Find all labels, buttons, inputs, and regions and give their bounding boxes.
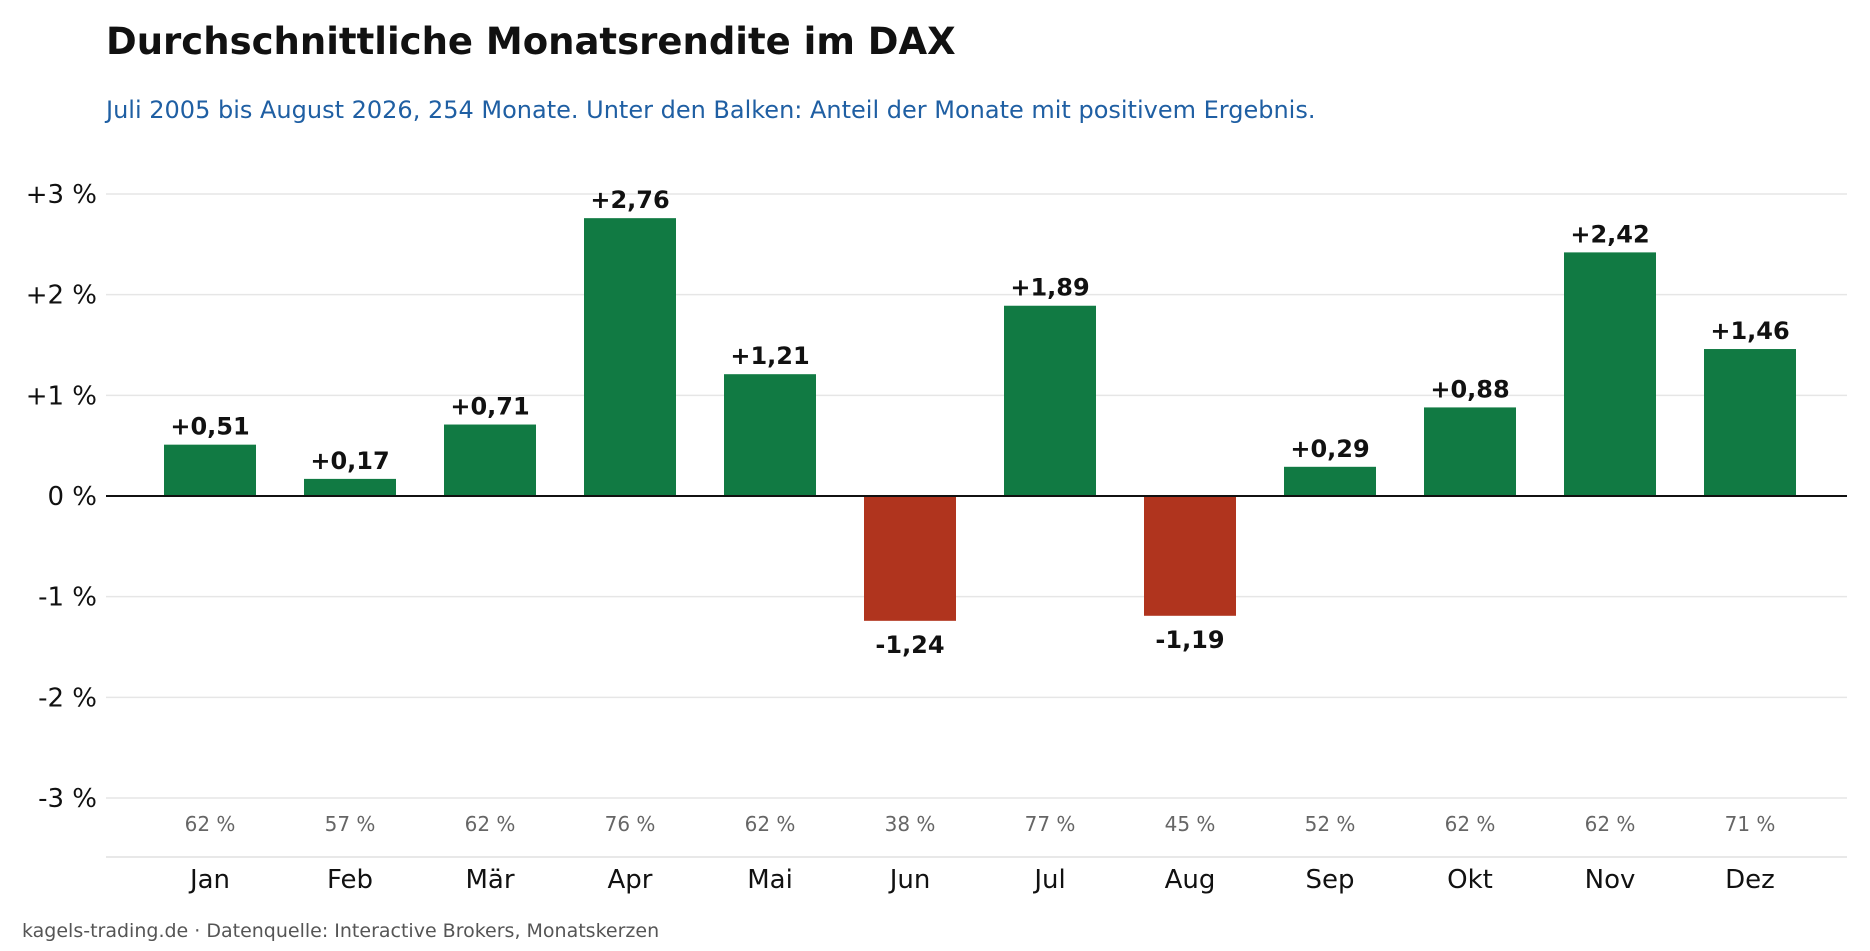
value-label: +0,51 bbox=[170, 413, 249, 441]
value-label: +0,29 bbox=[1290, 435, 1369, 463]
bar-jun bbox=[864, 496, 956, 621]
positive-share-labels: 62 % 57 % 62 % 76 % 62 % 38 % 77 % 45 % 52 % 62 %… bbox=[185, 812, 1776, 836]
y-tick-label: -3 % bbox=[38, 784, 97, 814]
x-tick-label: Jun bbox=[888, 865, 931, 895]
y-tick-label: +3 % bbox=[26, 180, 97, 210]
y-tick-label: -1 % bbox=[38, 583, 97, 613]
bar-dez bbox=[1704, 349, 1796, 496]
bar-nov bbox=[1564, 252, 1656, 496]
value-labels: +0,51 +0,17 +0,71 +2,76 +1,21 -1,24 +1,89 -1,19… bbox=[170, 186, 1789, 659]
positive-share-label: 45 % bbox=[1165, 812, 1216, 836]
value-label: +0,71 bbox=[450, 393, 529, 421]
x-tick-label: Apr bbox=[608, 865, 653, 895]
x-tick-label: Dez bbox=[1725, 865, 1775, 895]
y-tick-label: -2 % bbox=[38, 683, 97, 713]
x-tick-label: Feb bbox=[327, 865, 373, 895]
positive-share-label: 62 % bbox=[1585, 812, 1636, 836]
positive-share-label: 77 % bbox=[1025, 812, 1076, 836]
y-tick-label: 0 % bbox=[47, 482, 97, 512]
bars bbox=[164, 218, 1796, 621]
footer-source: kagels-trading.de · Datenquelle: Interac… bbox=[22, 920, 659, 942]
x-tick-label: Mär bbox=[465, 865, 514, 895]
x-tick-label: Mai bbox=[747, 865, 793, 895]
value-label: +1,21 bbox=[730, 342, 809, 370]
positive-share-label: 38 % bbox=[885, 812, 936, 836]
bar-jul bbox=[1004, 305, 1096, 496]
y-axis-ticks: +3 % +2 % +1 % 0 % -1 % -2 % -3 % bbox=[26, 180, 97, 814]
bar-jan bbox=[164, 444, 256, 496]
x-tick-label: Jan bbox=[188, 865, 230, 895]
gridlines bbox=[106, 193, 1847, 799]
value-label: +0,88 bbox=[1430, 375, 1509, 403]
value-label: +1,89 bbox=[1010, 274, 1089, 302]
positive-share-label: 52 % bbox=[1305, 812, 1356, 836]
positive-share-label: 62 % bbox=[185, 812, 236, 836]
positive-share-label: 71 % bbox=[1725, 812, 1776, 836]
positive-share-label: 62 % bbox=[745, 812, 796, 836]
positive-share-label: 57 % bbox=[325, 812, 376, 836]
x-tick-label: Jul bbox=[1032, 865, 1065, 895]
bar-mai bbox=[724, 374, 816, 496]
x-tick-label: Nov bbox=[1585, 865, 1636, 895]
x-tick-label: Aug bbox=[1165, 865, 1216, 895]
bar-mär bbox=[444, 424, 536, 496]
chart-title: Durchschnittliche Monatsrendite im DAX bbox=[106, 20, 956, 63]
bar-aug bbox=[1144, 496, 1236, 616]
x-tick-label: Okt bbox=[1447, 865, 1493, 895]
positive-share-label: 62 % bbox=[465, 812, 516, 836]
value-label: +2,76 bbox=[590, 186, 669, 214]
x-tick-label: Sep bbox=[1305, 865, 1354, 895]
y-tick-label: +2 % bbox=[26, 281, 97, 311]
x-axis-ticks: Jan Feb Mär Apr Mai Jun Jul Aug Sep Okt Nov Dez bbox=[188, 865, 1775, 895]
value-label: -1,24 bbox=[875, 631, 944, 659]
value-label: +0,17 bbox=[310, 447, 389, 475]
bar-okt bbox=[1424, 407, 1516, 496]
positive-share-label: 76 % bbox=[605, 812, 656, 836]
positive-share-label: 62 % bbox=[1445, 812, 1496, 836]
value-label: -1,19 bbox=[1155, 626, 1224, 654]
bar-sep bbox=[1284, 466, 1376, 496]
y-tick-label: +1 % bbox=[26, 381, 97, 411]
value-label: +1,46 bbox=[1710, 317, 1789, 345]
bar-feb bbox=[304, 478, 396, 496]
chart-subtitle: Juli 2005 bis August 2026, 254 Monate. U… bbox=[104, 96, 1315, 124]
bar-apr bbox=[584, 218, 676, 496]
value-label: +2,42 bbox=[1570, 220, 1649, 248]
